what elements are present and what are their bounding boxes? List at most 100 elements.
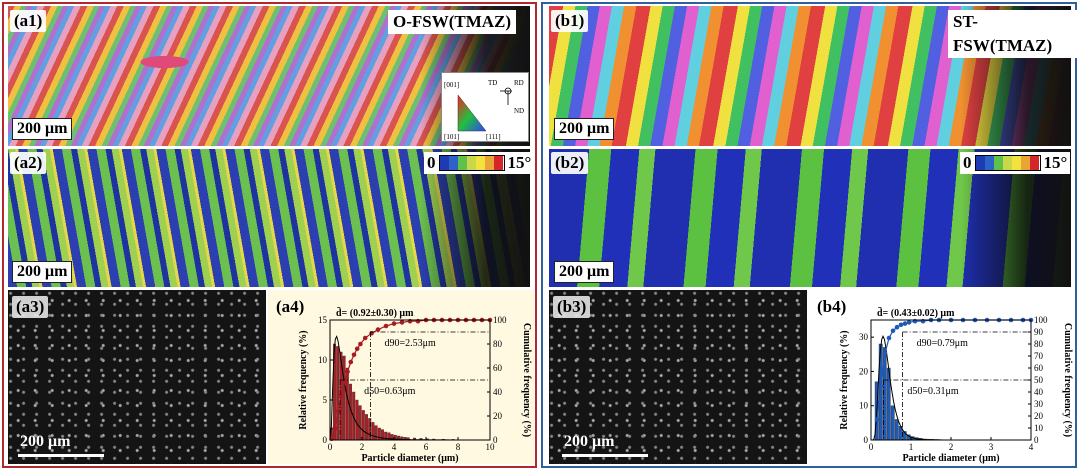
y-right-tick-label: 10 [1034,423,1044,433]
kam-color-swatch [485,156,495,170]
y-left-tick-label: 15 [318,315,328,325]
ipf-101-label: [101] [444,133,459,141]
kam-color-swatch [1002,156,1013,170]
b3-sem-image [549,290,807,464]
ipf-td-label: TD [488,79,497,87]
histogram-bar [371,422,375,441]
kam-color-swatch [476,156,486,170]
y-right-tick-label: 30 [1034,399,1044,409]
kam-color-swatch [448,156,458,170]
cumulative-point [335,408,341,414]
mean-annotation: d̄= (0.92±0.30) μm [336,307,414,319]
histogram-bar [374,425,378,441]
cumulative-point [878,383,884,389]
b2-kam-min: 0 [963,153,972,172]
cumulative-point [383,323,389,329]
kam-color-swatch [494,156,504,170]
mean-annotation: d̄= (0.43±0.02) μm [877,307,955,319]
kam-color-swatch [457,156,467,170]
y-right-tick-label: 90 [1034,327,1044,337]
histogram-bar [358,405,362,441]
b2-kam-legend: 0 15° [960,152,1071,174]
cumulative-point [375,327,381,332]
a2-kam-legend: 0 15° [424,152,535,174]
x-tick-label: 1 [909,442,914,452]
y-right-tick-label: 0 [1034,435,1039,445]
x-tick-label: 4 [392,442,397,452]
a2-scale-bar: 200 μm [12,261,73,283]
cumulative-point [882,351,888,356]
kam-color-swatch [984,156,994,170]
a2-kam-min: 0 [427,153,436,172]
y-right-axis-label: Cumulative frequency (%) [521,323,532,437]
cumulative-point [874,417,880,422]
y-left-tick-label: 10 [859,401,869,411]
b1-label: (b1) [551,10,589,32]
ipf-nd-label: ND [514,107,524,115]
cumulative-point [391,321,397,326]
x-tick-label: 4 [1029,442,1034,452]
ipf-001-label: [001] [444,81,459,89]
cumulative-point [332,425,338,431]
cumulative-point [358,341,363,347]
a3-scale-line [18,454,104,457]
y-right-tick-label: 70 [1034,351,1044,361]
d50-annotation: d50=0.31μm [907,386,959,397]
y-right-tick-label: 0 [493,435,498,445]
kam-color-swatch [439,156,449,170]
b1-scale-bar: 200 μm [554,118,615,140]
a1-scale-bar: 200 μm [12,118,73,140]
y-right-tick-label: 80 [493,339,503,349]
x-tick-label: 2 [949,442,954,452]
a2-label: (a2) [10,152,47,174]
y-right-tick-label: 100 [493,315,507,325]
histogram-bar [355,399,359,441]
y-left-axis-label: Relative frequency (%) [839,330,850,429]
y-right-tick-label: 100 [1034,315,1048,325]
a3-sem-image [8,290,266,464]
kam-color-swatch [975,156,985,170]
ipf-triangle [457,94,487,132]
y-right-tick-label: 60 [1034,363,1044,373]
a3-scale-bar: 200 μm [20,433,71,450]
kam-color-swatch [1030,156,1040,170]
histogram-bar [890,405,895,441]
y-left-tick-label: 0 [323,435,328,445]
y-left-tick-label: 30 [859,332,869,342]
x-tick-label: 3 [989,442,994,452]
y-left-tick-label: 0 [864,435,869,445]
y-left-tick-label: 10 [318,355,328,365]
x-tick-label: 0 [869,442,874,452]
x-tick-label: 10 [486,442,496,452]
cumulative-point [369,330,374,336]
histogram-bar [342,355,346,441]
b4-chart: 0 1 2 3 401020300102030405060708090100Partic… [839,307,1073,464]
b2-kam-max: 15° [1043,153,1068,172]
ipf-rd-label: RD [514,79,524,87]
histogram-bar [345,367,349,441]
cumulative-point [399,320,405,325]
cumulative-point [345,369,350,374]
b2-scale-bar: 200 μm [554,261,615,283]
y-left-tick-label: 20 [859,366,869,376]
cumulative-point [898,322,904,328]
x-axis-label: Particle diameter (μm) [902,453,999,464]
ipf-111-label: [111] [486,133,501,141]
histogram-bar [361,410,365,441]
kam-color-swatch [1021,156,1031,170]
b3-scale-line [562,454,648,457]
y-right-tick-label: 40 [493,387,503,397]
a2-kam-colorbar [438,155,505,171]
cumulative-point [351,352,357,358]
cumulative-curve [876,319,1031,420]
plot-frame [329,319,491,441]
d90-annotation: d90=0.79μm [917,338,969,349]
x-tick-label: 0 [328,442,333,452]
a2-kam-max: 15° [507,153,532,172]
b2-label: (b2) [551,152,589,174]
ipf-legend-graphic: [001] [101] [111] TD RD ND [444,79,524,141]
y-right-tick-label: 40 [1034,387,1044,397]
y-right-axis-label: Cumulative frequency (%) [1062,323,1073,437]
b-title: ST-FSW(TMAZ) [948,10,1080,58]
